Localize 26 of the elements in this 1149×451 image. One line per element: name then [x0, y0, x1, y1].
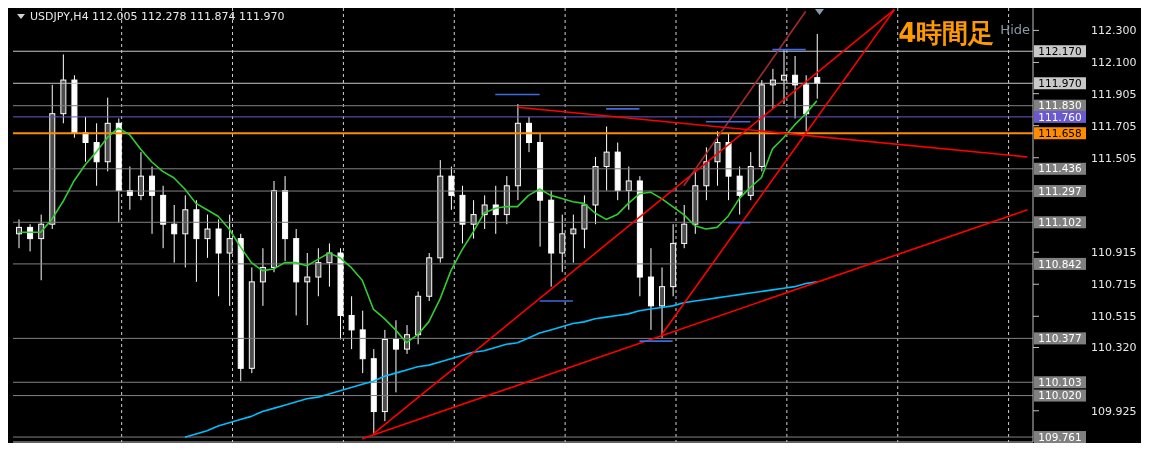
- ref-line-label: 111.297: [1038, 184, 1082, 197]
- y-tick-label: 111.505: [1091, 151, 1137, 165]
- ref-line-label: 110.020: [1038, 389, 1082, 402]
- y-tick-label: 110.320: [1091, 341, 1137, 355]
- ref-line-label: 110.842: [1038, 257, 1082, 270]
- ref-line-label: 112.170: [1038, 44, 1082, 57]
- ref-line-label: 110.103: [1038, 375, 1082, 388]
- annotation: Hide: [1000, 22, 1030, 37]
- ref-line-label: 111.436: [1038, 162, 1083, 175]
- y-tick-label: 111.905: [1091, 87, 1137, 101]
- ref-line-label: 111.970: [1038, 76, 1082, 89]
- y-tick-label: 112.100: [1091, 56, 1137, 70]
- ref-line-label: 109.761: [1038, 430, 1082, 443]
- ref-line-label: 110.377: [1038, 332, 1082, 345]
- chart-subtitle: USDJPY,H4 112.005 112.278 111.874 111.970: [30, 10, 285, 23]
- y-tick-label: 112.300: [1091, 24, 1137, 38]
- ref-line-label: 111.102: [1038, 215, 1082, 228]
- y-tick-label: 109.925: [1091, 404, 1137, 418]
- y-tick-label: 110.515: [1091, 310, 1137, 324]
- ref-line-label: 111.760: [1038, 110, 1082, 123]
- y-tick-label: 110.715: [1091, 278, 1137, 292]
- y-tick-label: 111.705: [1091, 119, 1137, 133]
- y-tick-label: 110.915: [1091, 246, 1137, 260]
- chart-title: 4時間足: [898, 17, 995, 50]
- ref-line-label: 111.658: [1038, 126, 1082, 139]
- ref-line-label: 111.830: [1038, 99, 1082, 112]
